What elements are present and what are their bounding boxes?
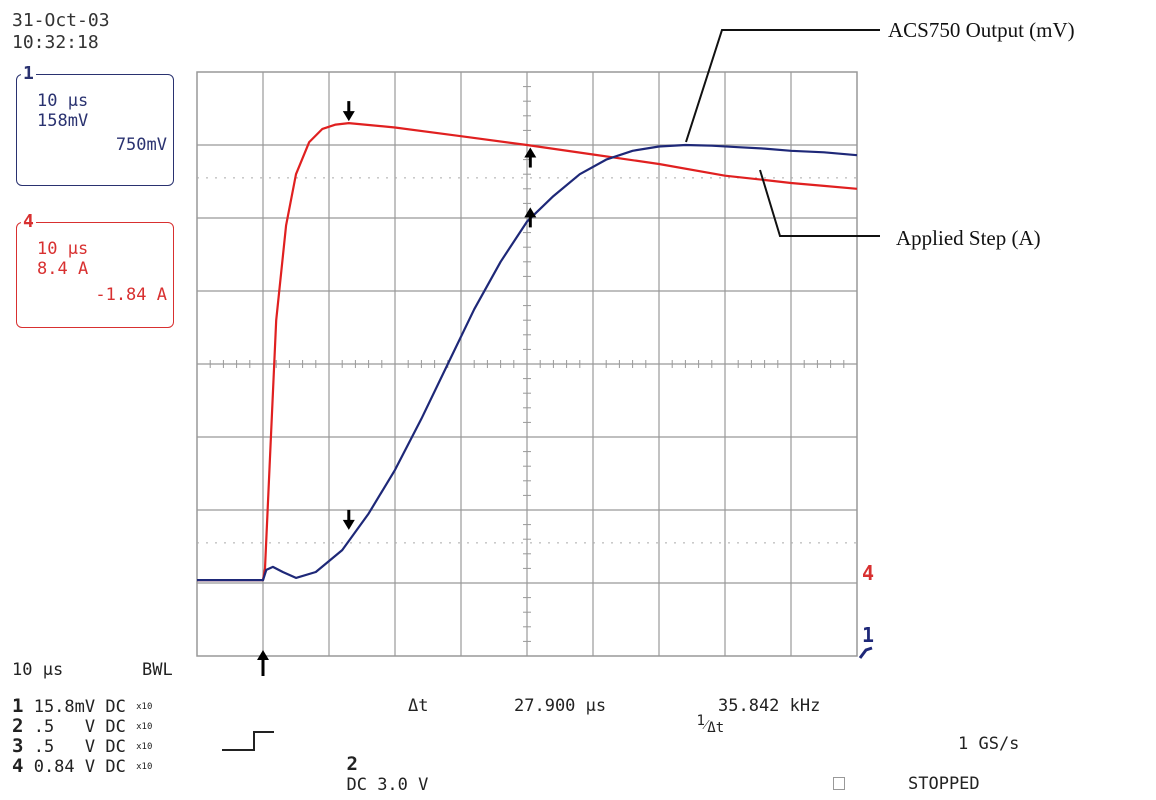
run-status-icon (833, 777, 845, 790)
channel4-settings-box[interactable]: 4 10 μs 8.4 A -1.84 A (16, 213, 174, 328)
channel-setting-volts: 0.84 V (33, 757, 96, 777)
channel-setting-number: 3 (12, 735, 24, 757)
traces (197, 121, 858, 582)
channel4-scale: 8.4 A (37, 259, 89, 279)
channel4-timebase: 10 μs (37, 239, 89, 259)
cursor-arrow-down[interactable] (342, 101, 355, 122)
cursor-arrow-up[interactable] (524, 207, 537, 228)
channel-setting-row[interactable]: 3 .5 V DC x10 (12, 736, 152, 757)
channel-setting-volts: .5 V (33, 717, 96, 737)
channel-setting-row[interactable]: 2 .5 V DC x10 (12, 716, 152, 737)
timestamp: 31-Oct-03 10:32:18 (12, 10, 110, 54)
bwl-indicator: BWL (142, 660, 173, 680)
channel1-number: 1 (21, 63, 36, 84)
channel-setting-row[interactable]: 1 15.8mV DC x10 (12, 696, 152, 717)
callout-line-step (759, 169, 880, 237)
cursor-arrow-up[interactable] (524, 147, 537, 168)
channel-setting-volts: 15.8mV (33, 697, 96, 717)
cursor-markers (342, 101, 537, 530)
channel-setting-coupling: DC (105, 757, 126, 777)
trigger-channel: 2 (346, 753, 358, 775)
channel-setting-probe: x10 (136, 721, 153, 732)
channel1-settings-box[interactable]: 1 10 μs 158mV 750mV (16, 65, 174, 186)
channel-setting-row[interactable]: 4 0.84 V DC x10 (12, 756, 152, 777)
channel1-offset: 750mV (115, 135, 167, 155)
callout-output-label: ACS750 Output (mV) (888, 18, 1075, 42)
inverse-delta-t-icon: 1⁄Δt (696, 713, 725, 736)
inverse-delta-t-value: 35.842 kHz (718, 696, 821, 716)
callout-lines (685, 29, 880, 237)
channel-setting-probe: x10 (136, 761, 153, 772)
timestamp-time: 10:32:18 (12, 32, 99, 53)
channel1-scale: 158mV (37, 111, 89, 131)
channel4-marker: 4 (862, 561, 874, 585)
channel-setting-coupling: DC (105, 717, 126, 737)
sample-rate: 1 GS/s (958, 734, 1020, 754)
timebase-readout: 10 μs (12, 660, 64, 680)
callout-step-label: Applied Step (A) (896, 226, 1041, 250)
channel4-number: 4 (21, 211, 36, 232)
timestamp-date: 31-Oct-03 (12, 10, 110, 31)
channel-setting-probe: x10 (136, 741, 153, 752)
channel-setting-volts: .5 V (33, 737, 96, 757)
callout-line-output (685, 29, 880, 143)
trace-applied-step (197, 121, 858, 582)
trigger-level: DC 3.0 V (346, 775, 429, 795)
delta-t-value: 27.900 μs (514, 696, 607, 716)
channel-setting-coupling: DC (105, 697, 126, 717)
channel-setting-number: 4 (12, 755, 24, 777)
channel1-ground-tick (858, 646, 873, 659)
channel-setting-coupling: DC (105, 737, 126, 757)
trace-acs750-output (197, 143, 858, 582)
channel4-offset: -1.84 A (95, 285, 167, 305)
trigger-edge-icon (222, 731, 274, 751)
trigger-arrow (257, 650, 269, 676)
channel-setting-probe: x10 (136, 701, 153, 712)
delta-t-label: Δt (408, 696, 429, 716)
acquisition-status[interactable]: STOPPED (908, 774, 980, 794)
channel1-timebase: 10 μs (37, 91, 89, 111)
cursor-arrow-down[interactable] (342, 509, 355, 530)
channel-setting-number: 2 (12, 715, 24, 737)
channel-setting-number: 1 (12, 695, 24, 717)
channel1-marker: 1 (862, 623, 874, 647)
graticule (196, 71, 858, 657)
